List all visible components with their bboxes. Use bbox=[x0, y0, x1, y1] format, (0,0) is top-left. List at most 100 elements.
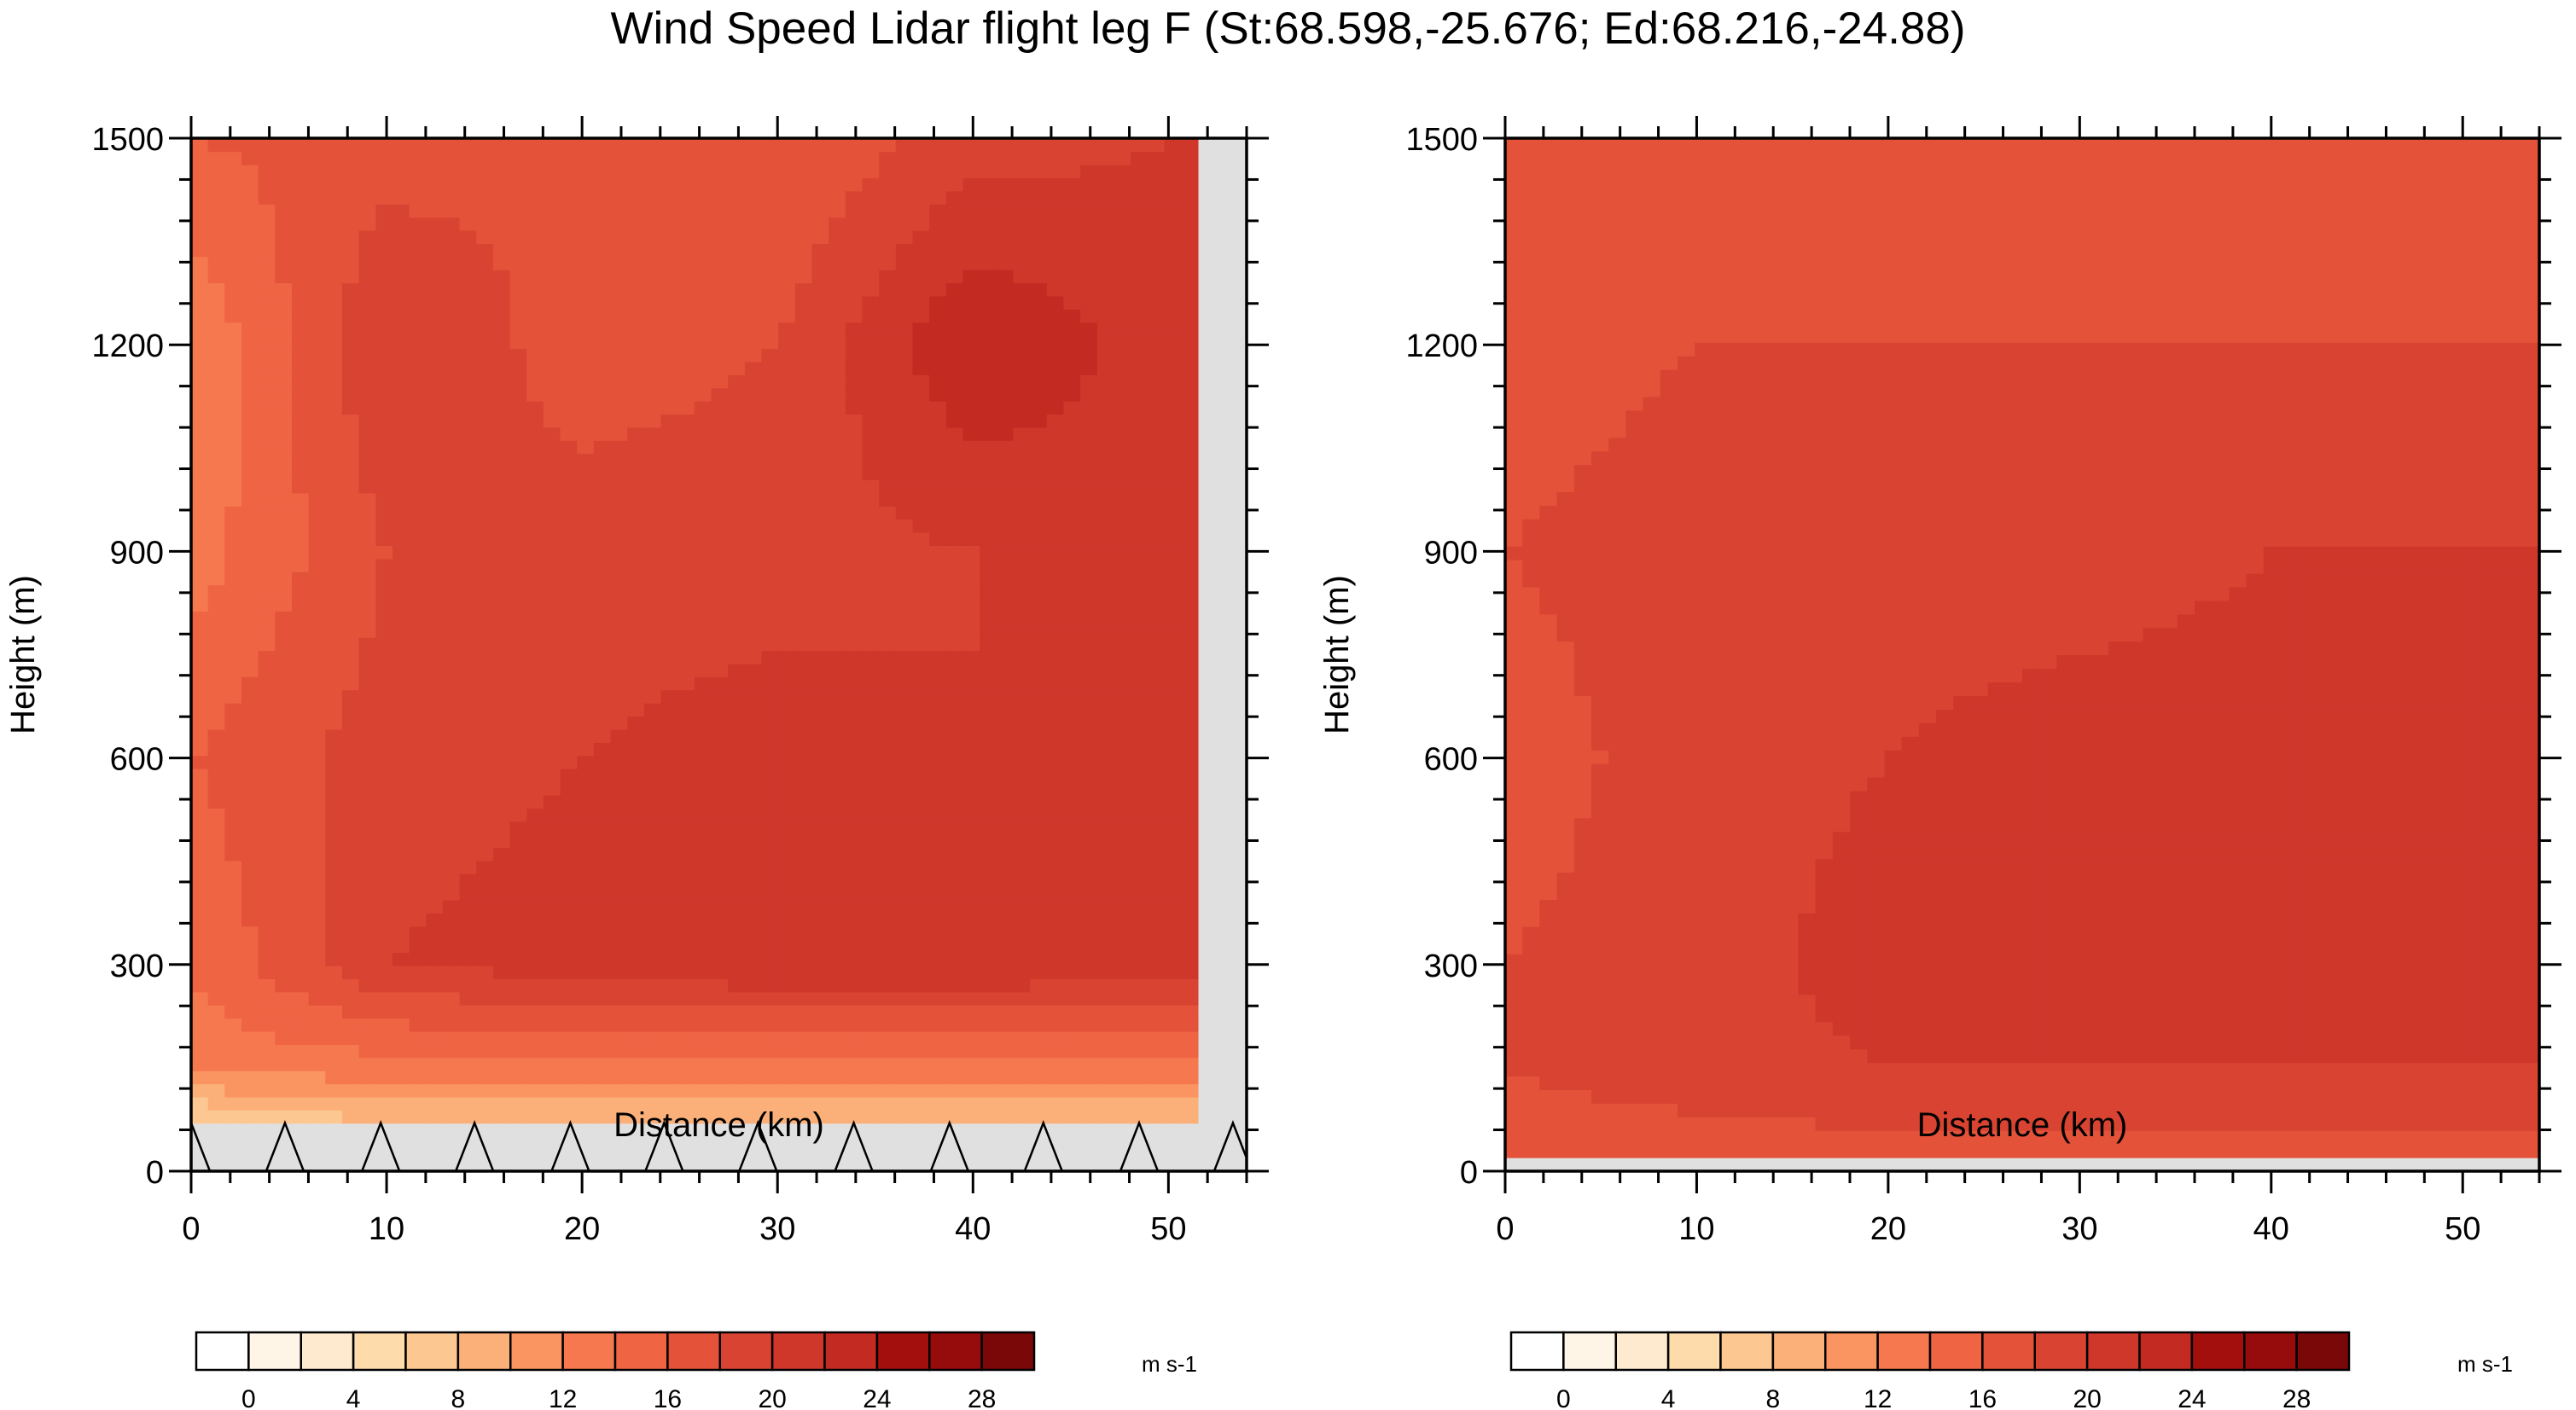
contour-cell bbox=[627, 636, 645, 652]
contour-cell bbox=[945, 203, 964, 218]
contour-cell bbox=[577, 558, 595, 572]
contour-cell bbox=[627, 833, 645, 849]
contour-cell bbox=[778, 177, 796, 192]
contour-cell bbox=[459, 309, 478, 323]
contour-cell bbox=[1539, 1007, 1558, 1023]
contour-cell bbox=[711, 781, 729, 796]
contour-cell bbox=[341, 492, 360, 507]
contour-cell bbox=[627, 716, 645, 730]
contour-cell bbox=[811, 702, 829, 717]
contour-cell bbox=[543, 965, 561, 979]
contour-cell bbox=[275, 728, 293, 743]
contour-cell bbox=[476, 611, 494, 625]
contour-cell bbox=[794, 203, 813, 218]
contour-cell bbox=[275, 322, 293, 336]
contour-cell bbox=[811, 768, 829, 783]
contour-cell bbox=[980, 742, 997, 757]
contour-cell bbox=[794, 334, 813, 350]
contour-cell bbox=[375, 334, 393, 350]
contour-cell bbox=[241, 295, 259, 310]
contour-cell bbox=[577, 426, 595, 441]
contour-cell bbox=[929, 1083, 947, 1098]
contour-cell bbox=[1046, 1004, 1065, 1019]
contour-cell bbox=[241, 781, 259, 796]
contour-cell bbox=[711, 322, 729, 336]
contour-cell bbox=[895, 1096, 914, 1111]
contour-cell bbox=[1505, 1076, 1523, 1090]
contour-cell bbox=[392, 1018, 410, 1032]
contour-cell bbox=[895, 728, 914, 743]
contour-cell bbox=[778, 164, 796, 178]
contour-cell bbox=[895, 387, 914, 402]
contour-cell bbox=[1114, 400, 1131, 415]
contour-cell bbox=[1013, 138, 1031, 153]
contour-cell bbox=[711, 1083, 729, 1098]
contour-cell bbox=[577, 716, 595, 730]
contour-cell bbox=[341, 1030, 360, 1045]
contour-cell bbox=[426, 322, 444, 336]
contour-cell bbox=[929, 650, 947, 664]
contour-cell bbox=[794, 1070, 813, 1085]
contour-cell bbox=[593, 479, 612, 494]
contour-cell bbox=[627, 387, 645, 402]
contour-cell bbox=[929, 492, 947, 507]
contour-cell bbox=[929, 860, 947, 874]
contour-cell bbox=[492, 952, 511, 966]
contour-cell bbox=[442, 978, 461, 993]
contour-cell bbox=[577, 689, 595, 704]
contour-cell bbox=[677, 873, 695, 888]
contour-cell bbox=[1181, 256, 1199, 270]
contour-cell bbox=[980, 1110, 997, 1124]
contour-cell bbox=[375, 808, 393, 822]
contour-cell bbox=[459, 952, 478, 966]
contour-cell bbox=[794, 440, 813, 455]
contour-cell bbox=[426, 269, 444, 284]
contour-cell bbox=[912, 558, 930, 572]
contour-cell bbox=[560, 808, 579, 822]
contour-cell bbox=[526, 374, 544, 389]
contour-cell bbox=[442, 821, 461, 835]
contour-cell bbox=[895, 400, 914, 415]
contour-cell bbox=[1013, 1004, 1031, 1019]
contour-cell bbox=[191, 1018, 209, 1032]
contour-cell bbox=[980, 453, 997, 467]
contour-cell bbox=[358, 203, 377, 218]
contour-cell bbox=[879, 1096, 897, 1111]
contour-cell bbox=[962, 611, 980, 625]
contour-cell bbox=[794, 519, 813, 533]
contour-cell bbox=[392, 361, 410, 375]
contour-cell bbox=[627, 426, 645, 441]
contour-cell bbox=[1030, 492, 1048, 507]
contour-cell bbox=[996, 400, 1015, 415]
contour-cell bbox=[593, 426, 612, 441]
contour-cell bbox=[660, 873, 679, 888]
contour-cell bbox=[509, 453, 528, 467]
contour-cell bbox=[1505, 790, 1523, 805]
contour-cell bbox=[929, 768, 947, 783]
contour-cell bbox=[845, 387, 864, 402]
contour-cell bbox=[1096, 492, 1115, 507]
contour-cell bbox=[543, 952, 561, 966]
contour-cell bbox=[862, 689, 880, 704]
contour-cell bbox=[1030, 742, 1048, 757]
contour-cell bbox=[492, 978, 511, 993]
contour-cell bbox=[1114, 808, 1131, 822]
contour-cell bbox=[1181, 965, 1199, 979]
contour-cell bbox=[912, 243, 930, 258]
contour-cell bbox=[778, 426, 796, 441]
contour-cell bbox=[627, 794, 645, 809]
contour-cell bbox=[845, 794, 864, 809]
contour-cell bbox=[224, 689, 242, 704]
contour-cell bbox=[1131, 794, 1148, 809]
contour-cell bbox=[711, 728, 729, 743]
contour-cell bbox=[660, 991, 679, 1006]
contour-cell bbox=[778, 519, 796, 533]
contour-cell bbox=[761, 295, 779, 310]
contour-cell bbox=[728, 506, 746, 520]
contour-cell bbox=[829, 1030, 846, 1045]
contour-cell bbox=[191, 873, 209, 888]
contour-cell bbox=[459, 322, 478, 336]
contour-cell bbox=[1147, 847, 1166, 862]
contour-cell bbox=[1539, 749, 1558, 764]
contour-cell bbox=[509, 636, 528, 652]
